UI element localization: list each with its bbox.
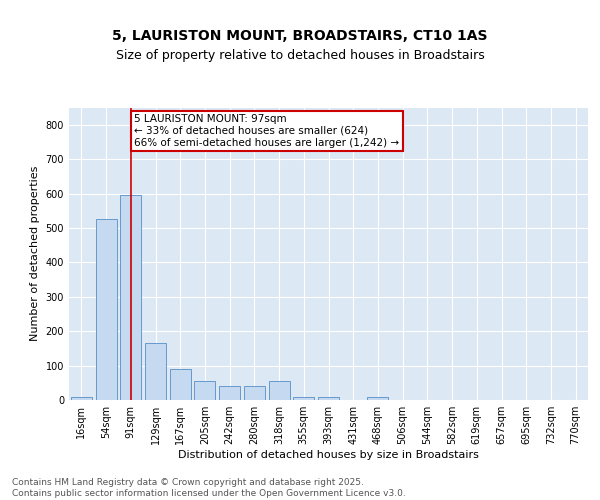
X-axis label: Distribution of detached houses by size in Broadstairs: Distribution of detached houses by size …	[178, 450, 479, 460]
Bar	[194, 381, 215, 400]
Bar	[244, 386, 265, 400]
Bar	[170, 369, 191, 400]
Text: 5, LAURISTON MOUNT, BROADSTAIRS, CT10 1AS: 5, LAURISTON MOUNT, BROADSTAIRS, CT10 1A…	[112, 28, 488, 42]
Bar	[318, 396, 339, 400]
Text: Contains HM Land Registry data © Crown copyright and database right 2025.
Contai: Contains HM Land Registry data © Crown c…	[12, 478, 406, 498]
Bar	[367, 396, 388, 400]
Bar	[219, 386, 240, 400]
Bar	[269, 381, 290, 400]
Text: Size of property relative to detached houses in Broadstairs: Size of property relative to detached ho…	[116, 50, 484, 62]
Bar	[293, 396, 314, 400]
Bar	[145, 343, 166, 400]
Bar	[71, 396, 92, 400]
Text: 5 LAURISTON MOUNT: 97sqm
← 33% of detached houses are smaller (624)
66% of semi-: 5 LAURISTON MOUNT: 97sqm ← 33% of detach…	[134, 114, 400, 148]
Bar	[95, 218, 116, 400]
Y-axis label: Number of detached properties: Number of detached properties	[30, 166, 40, 342]
Bar	[120, 196, 141, 400]
